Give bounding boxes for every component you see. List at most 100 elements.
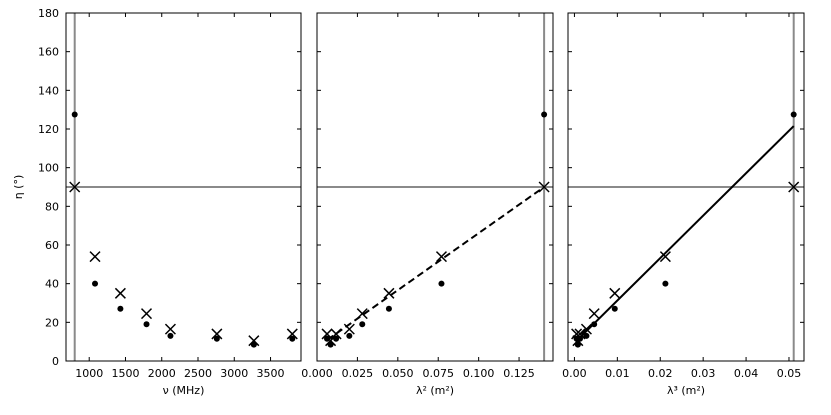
data-point-dot [324,335,331,342]
data-point-dot [213,335,220,342]
x-tick-label: 0.075 [422,367,454,380]
cross-stroke [574,328,586,340]
x-axis-label: ν (MHz) [163,384,205,397]
cross-stroke [538,181,550,193]
data-point-dot [541,111,548,118]
data-point-dot [438,280,445,287]
data-point-cross [538,181,550,193]
cross-stroke [609,287,621,299]
y-tick-label: 60 [45,239,59,252]
y-tick-label: 40 [45,278,59,291]
data-point-dot [662,280,669,287]
cross-stroke [572,335,584,347]
data-point-cross [248,335,260,347]
data-point-cross [574,328,586,340]
data-point-cross [140,308,153,320]
data-point-dot [346,332,353,339]
data-point-cross [572,335,584,347]
cross-stroke [321,328,333,340]
x-tick-label: 0.01 [605,367,630,380]
data-point-dot [143,321,150,328]
data-point-cross [609,287,621,299]
cross-stroke [788,181,800,193]
data-point-cross [325,335,337,347]
data-point-dot [790,111,797,118]
x-tick-label: 0.000 [301,367,333,380]
cross-stroke [89,251,101,263]
data-point-dot [289,335,296,342]
cross-stroke [435,251,447,263]
data-point-dot [167,332,174,339]
data-point-cross [588,308,600,320]
data-point-cross [164,323,176,335]
x-tick-label: 0.03 [691,367,716,380]
y-tick-label: 100 [38,162,59,175]
cross-stroke [248,335,260,347]
x-tick-label: 0.125 [503,367,535,380]
cross-stroke [211,328,223,340]
plot-frame [567,12,805,362]
cross-stroke [343,323,355,335]
data-point-cross [659,251,671,263]
x-tick-label: 0.00 [562,367,587,380]
cross-stroke [571,328,583,340]
fit-line [575,125,795,343]
data-point-dot [611,305,618,312]
x-tick-label: 0.05 [777,367,802,380]
cross-stroke [330,328,342,340]
x-tick-label: 2000 [148,367,176,380]
data-point-cross [286,328,298,340]
data-point-dot [591,321,598,328]
y-axis-label: η (°) [12,175,25,200]
data-point-cross [330,328,342,340]
cross-stroke [140,308,153,320]
cross-stroke [580,323,592,335]
x-axis-label: λ² (m²) [416,384,454,397]
x-tick-label: 3500 [257,367,285,380]
panel-1: 0 20 40 60 80 100 120 140 160 180 1000 1500 2000 2500… [12,7,302,397]
data-point-dot [117,305,124,312]
y-tick-label: 180 [38,7,59,20]
y-tick-label: 160 [38,46,59,59]
data-point-cross [435,251,447,263]
x-tick-label: 1000 [75,367,103,380]
y-tick-label: 80 [45,200,59,213]
y-tick-label: 20 [45,316,59,329]
cross-stroke [659,251,671,263]
data-point-dot [385,305,392,312]
y-tick-label: 140 [38,84,59,97]
data-point-dot [71,111,78,118]
cross-stroke [164,323,176,335]
x-tick-label: 1500 [111,367,139,380]
data-point-cross [383,287,395,299]
cross-stroke [286,328,298,340]
y-tick-label: 0 [52,355,59,368]
x-tick-label: 0.025 [342,367,374,380]
data-point-cross [580,323,592,335]
data-point-cross [356,308,368,320]
cross-stroke [383,287,395,299]
x-tick-label: 2500 [184,367,212,380]
x-tick-label: 0.050 [382,367,414,380]
cross-stroke [69,181,81,193]
data-point-cross [788,181,800,193]
data-point-dot [92,280,99,287]
data-point-dot [583,332,590,339]
data-point-cross [211,328,223,340]
data-point-cross [321,328,333,340]
panel-3: 0.00 0.01 0.02 0.03 0.04 0.05 λ³ (m²) [562,12,805,397]
data-point-dot [359,321,366,328]
cross-stroke [356,308,368,320]
cross-stroke [588,308,600,320]
x-tick-label: 0.100 [463,367,495,380]
data-point-cross [343,323,355,335]
data-point-cross [571,328,583,340]
x-tick-label: 0.04 [734,367,759,380]
cross-stroke [325,335,337,347]
data-point-cross [89,251,101,263]
x-axis-label: λ³ (m²) [667,384,705,397]
cross-stroke [114,287,126,299]
y-tick-label: 120 [38,123,59,136]
plot-frame [65,12,302,362]
